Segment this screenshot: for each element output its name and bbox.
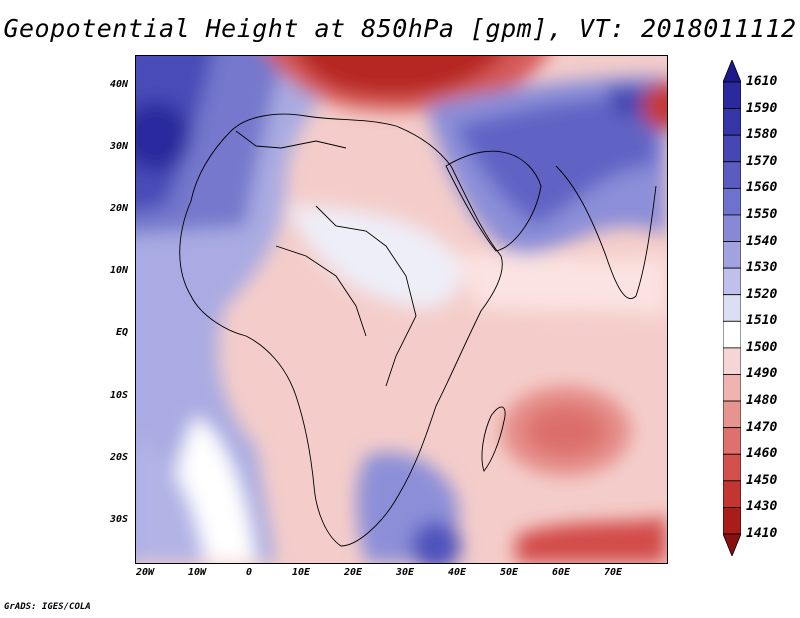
colorbar-level-label: 1410 bbox=[746, 526, 778, 541]
colorbar-swatch bbox=[723, 108, 741, 136]
colorbar-level-label: 1580 bbox=[746, 127, 778, 143]
colorbar-swatch bbox=[723, 161, 741, 189]
colorbar-cap-bottom bbox=[723, 533, 741, 556]
colorbar-level-label: 1480 bbox=[746, 393, 778, 409]
lon-label: 60E bbox=[551, 567, 571, 578]
colorbar-level-label: 1540 bbox=[746, 233, 778, 249]
colorbar-swatch bbox=[723, 294, 741, 322]
colorbar-swatch bbox=[723, 81, 741, 109]
colorbar-level-label: 1490 bbox=[746, 366, 778, 382]
colorbar-swatch bbox=[723, 480, 741, 508]
colorbar-swatch bbox=[723, 427, 741, 455]
arabia-outline bbox=[445, 150, 542, 252]
colorbar-swatch bbox=[723, 320, 741, 349]
colorbar-swatch bbox=[723, 453, 741, 482]
lon-label: 50E bbox=[499, 567, 519, 578]
india-outline bbox=[555, 165, 657, 299]
lon-label: 70E bbox=[603, 567, 623, 578]
lon-label: 30E bbox=[395, 567, 415, 578]
colorbar-swatch bbox=[723, 134, 741, 163]
lat-label: 30N bbox=[109, 141, 128, 152]
lat-label: EQ bbox=[115, 327, 128, 338]
lat-label: 20S bbox=[109, 452, 128, 463]
colorbar-swatch bbox=[723, 214, 741, 242]
colorbar-level-label: 1610 bbox=[746, 74, 778, 89]
colorbar-swatch bbox=[723, 347, 741, 375]
colorbar bbox=[723, 60, 741, 556]
colorbar-swatch bbox=[723, 507, 741, 535]
colorbar-level-label: 1560 bbox=[746, 180, 778, 196]
lon-label: 40E bbox=[447, 567, 467, 578]
lon-label: 20E bbox=[343, 567, 363, 578]
colorbar-level-label: 1520 bbox=[746, 286, 778, 302]
colorbar-level-label: 1430 bbox=[746, 499, 778, 515]
colorbar-level-label: 1510 bbox=[746, 313, 778, 329]
colorbar-level-label: 1570 bbox=[746, 153, 778, 169]
colorbar-swatch bbox=[723, 400, 741, 429]
madagascar-outline bbox=[481, 406, 506, 472]
lon-label: 10W bbox=[187, 567, 207, 578]
grads-credit: GrADS: IGES/COLA bbox=[4, 602, 91, 612]
colorbar-cap-top bbox=[723, 60, 741, 83]
colorbar-swatch bbox=[723, 187, 741, 216]
height-field bbox=[136, 56, 667, 563]
colorbar-level-label: 1470 bbox=[746, 419, 778, 435]
colorbar-level-label: 1500 bbox=[746, 339, 778, 355]
lat-label: 20N bbox=[109, 203, 128, 214]
lat-label: 10S bbox=[109, 390, 128, 401]
lat-label: 30S bbox=[109, 514, 128, 525]
interior-border bbox=[275, 245, 367, 337]
colorbar-swatch bbox=[723, 267, 741, 296]
map-plot-area bbox=[135, 55, 668, 564]
colorbar-level-label: 1550 bbox=[746, 206, 778, 222]
lat-label: 40N bbox=[109, 79, 128, 90]
lat-label: 10N bbox=[109, 265, 128, 276]
lon-label: 20W bbox=[135, 567, 155, 578]
colorbar-swatch bbox=[723, 241, 741, 269]
lon-label: 0 bbox=[245, 567, 253, 578]
colorbar-level-label: 1460 bbox=[746, 446, 778, 462]
interior-border bbox=[315, 205, 417, 387]
africa-coastline bbox=[179, 113, 503, 547]
colorbar-swatch bbox=[723, 374, 741, 402]
north-africa-border bbox=[235, 130, 347, 149]
colorbar-level-label: 1450 bbox=[746, 472, 778, 488]
colorbar-level-label: 1590 bbox=[746, 100, 778, 116]
lon-label: 10E bbox=[291, 567, 311, 578]
map-title: Geopotential Height at 850hPa [gpm], VT:… bbox=[3, 14, 797, 43]
colorbar-level-label: 1530 bbox=[746, 260, 778, 276]
